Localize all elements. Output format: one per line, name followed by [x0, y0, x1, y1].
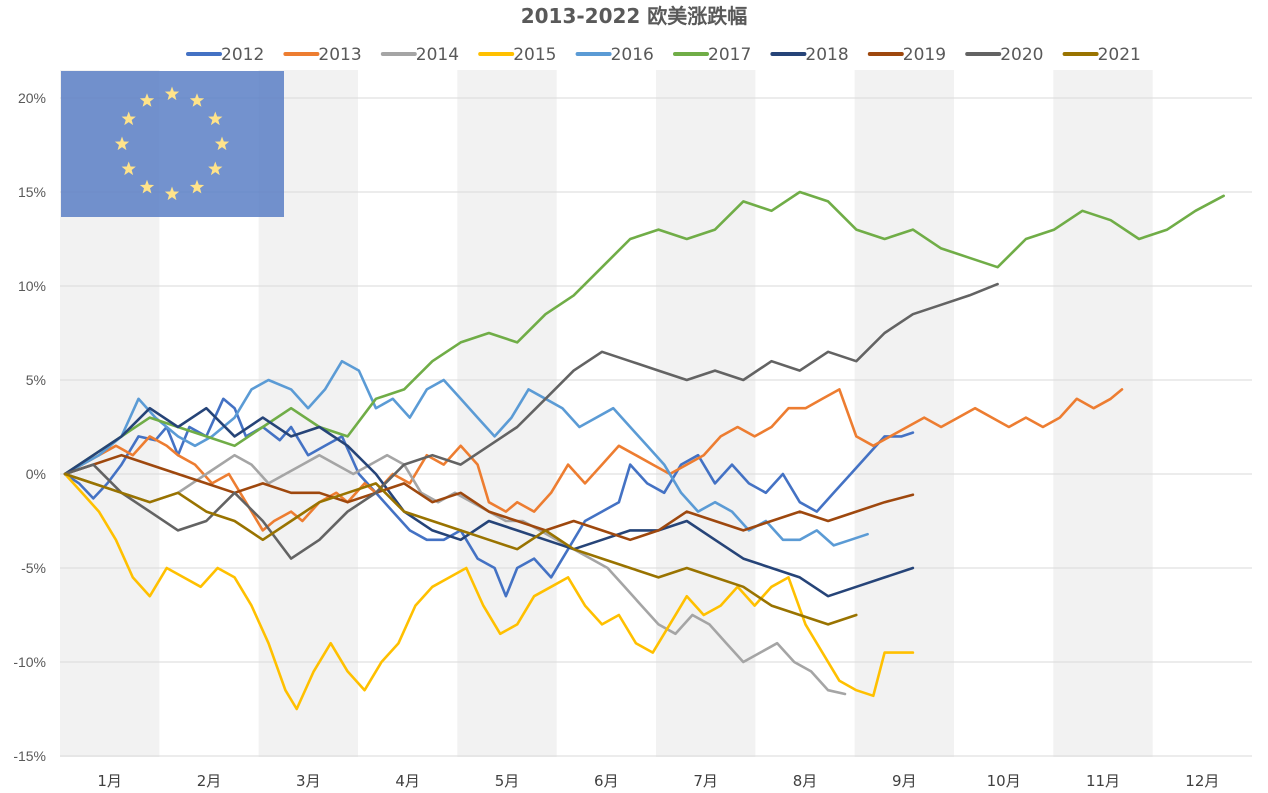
month-shade-band [854, 70, 954, 757]
x-axis-ticks: 1月 2月 3月 4月 5月 6月 7月 8月 9月 10月 11月 12月 [97, 772, 1219, 790]
x-tick-label: 7月 [693, 772, 718, 790]
legend-label: 2019 [903, 45, 946, 65]
chart-title: 2013-2022 欧美涨跌幅 [521, 4, 748, 28]
series-line-2016 [63, 359, 869, 547]
x-tick-label: 3月 [296, 772, 321, 790]
x-tick-label: 11月 [1086, 772, 1120, 790]
x-tick-label: 5月 [495, 772, 520, 790]
y-tick-label: 5% [26, 372, 46, 388]
star-icon [189, 179, 205, 194]
x-tick-label: 10月 [987, 772, 1021, 790]
gridlines [60, 97, 1252, 757]
legend-label: 2013 [318, 45, 361, 65]
series-line-2019 [63, 453, 915, 542]
y-tick-label: 10% [18, 278, 46, 294]
star-icon [164, 86, 180, 101]
x-tick-label: 2月 [197, 772, 222, 790]
x-tick-label: 8月 [793, 772, 818, 790]
legend-label: 2014 [416, 45, 459, 65]
series-line-2021 [63, 472, 858, 626]
eu-flag-icon [61, 71, 284, 217]
series-line-2020 [63, 282, 999, 560]
star-icon [121, 111, 136, 126]
y-tick-label: -5% [21, 560, 46, 576]
star-icon [139, 179, 155, 194]
y-tick-label: 0% [26, 466, 46, 482]
star-icon [214, 136, 230, 151]
star-icon [114, 136, 130, 151]
y-tick-label: -10% [13, 654, 46, 670]
eu-flag-stars [114, 86, 230, 201]
y-axis-ticks: 20% 15% 10% 5% 0% -5% -10% -15% [13, 90, 46, 764]
month-shade-band [656, 70, 756, 757]
legend-label: 2018 [805, 45, 848, 65]
x-tick-label: 12月 [1185, 772, 1219, 790]
x-tick-label: 9月 [892, 772, 917, 790]
series-line-2013 [63, 388, 1124, 532]
series-line-2012 [63, 397, 915, 598]
star-icon [164, 186, 180, 201]
x-tick-label: 6月 [594, 772, 619, 790]
month-shade-band [1053, 70, 1153, 757]
y-tick-label: -15% [13, 748, 46, 764]
x-tick-label: 4月 [395, 772, 420, 790]
star-icon [208, 111, 223, 126]
legend: 2012 2013 2014 2015 2016 2017 2018 2019 2020 2021 [186, 45, 1141, 65]
series-lines [63, 190, 1225, 711]
y-tick-label: 15% [18, 184, 46, 200]
series-line-2018 [63, 406, 915, 598]
legend-label: 2015 [513, 45, 556, 65]
legend-label: 2017 [708, 45, 751, 65]
legend-label: 2016 [611, 45, 654, 65]
legend-label: 2012 [221, 45, 264, 65]
series-line-2015 [63, 472, 915, 711]
star-icon [208, 161, 223, 176]
star-icon [139, 93, 155, 107]
star-icon [189, 93, 205, 107]
legend-label: 2020 [1000, 45, 1043, 65]
series-line-2017 [63, 190, 1225, 476]
y-tick-label: 20% [18, 90, 46, 106]
star-icon [121, 161, 136, 176]
legend-label: 2021 [1098, 45, 1141, 65]
x-tick-label: 1月 [97, 772, 122, 790]
